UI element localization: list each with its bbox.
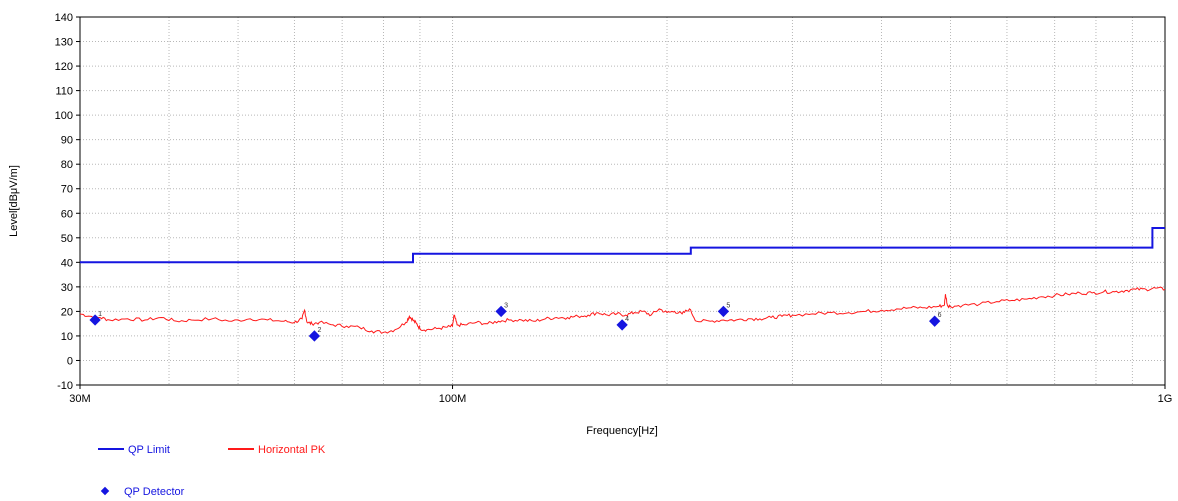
x-tick-label: 100M	[439, 393, 467, 405]
series-horizontal-pk	[79, 286, 1166, 334]
y-tick-label: 110	[55, 86, 73, 98]
grid	[80, 17, 1165, 385]
y-tick-label: 120	[55, 61, 73, 73]
detector-point-label: 6	[938, 312, 942, 319]
x-tick-label: 30M	[69, 393, 90, 405]
detector-point	[495, 305, 507, 318]
detector-point-label: 5	[726, 302, 730, 309]
y-tick-label: 50	[61, 233, 73, 245]
y-tick-label: 140	[55, 12, 73, 24]
x-tick-label: 1G	[1158, 393, 1173, 405]
series-lines	[79, 227, 1166, 334]
legend: QP Limit Horizontal PK QP Detector	[98, 444, 326, 498]
y-tick-label: 0	[67, 355, 73, 367]
y-tick-label: 40	[61, 257, 73, 269]
detector-markers: 1 2 3 4 5 6	[89, 302, 942, 342]
legend-label-qp-detector: QP Detector	[124, 486, 185, 498]
legend-label-horizontal-pk: Horizontal PK	[258, 444, 326, 456]
x-axis-label: Frequency[Hz]	[586, 425, 658, 437]
x-ticks: 30M 100M 1G	[69, 385, 1172, 405]
series-qp-limit	[80, 227, 1165, 264]
y-tick-label: 30	[61, 282, 73, 294]
y-tick-label: -10	[57, 380, 73, 392]
legend-label-qp-limit: QP Limit	[128, 444, 170, 456]
y-tick-label: 90	[61, 135, 73, 147]
detector-point-label: 2	[317, 327, 321, 334]
detector-point-label: 3	[504, 302, 508, 309]
detector-point	[308, 330, 321, 342]
y-tick-label: 130	[55, 37, 73, 49]
plot-frame	[79, 16, 1166, 386]
y-tick-label: 10	[61, 331, 73, 343]
detector-point-label: 1	[98, 311, 102, 318]
y-axis-label: Level[dBμV/m]	[8, 165, 20, 237]
y-tick-label: 60	[61, 208, 73, 220]
y-tick-label: 80	[61, 159, 73, 171]
y-tick-label: 100	[55, 110, 73, 122]
y-tick-label: 20	[61, 306, 73, 318]
detector-point-label: 4	[625, 316, 629, 323]
detector-point	[717, 305, 730, 318]
y-tick-label: 70	[61, 184, 73, 196]
legend-swatch-qp-detector	[100, 486, 110, 496]
